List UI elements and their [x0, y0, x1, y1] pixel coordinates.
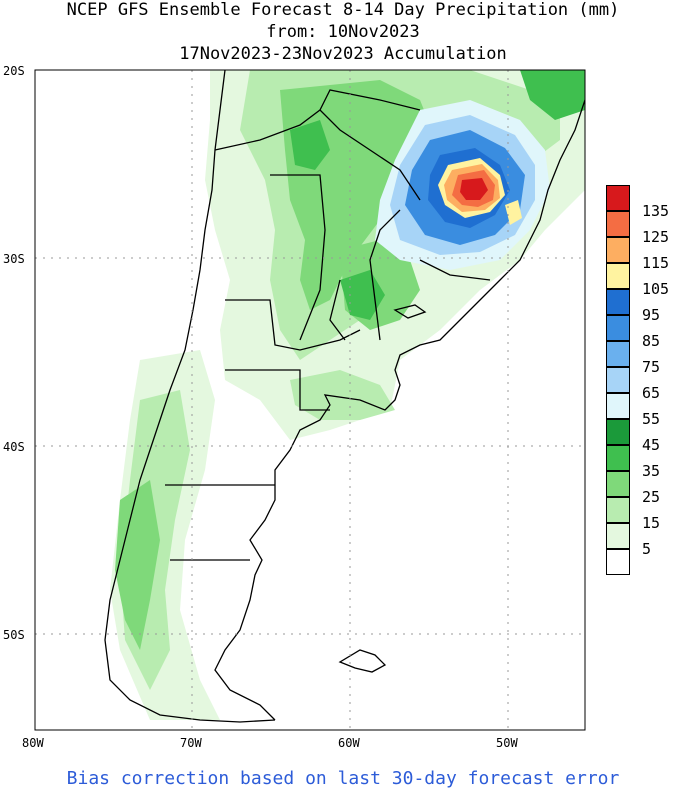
legend-swatch — [606, 497, 630, 523]
legend-swatch — [606, 419, 630, 445]
legend-swatch — [606, 185, 630, 211]
legend-label: 35 — [642, 462, 661, 480]
map-title-line3: 17Nov2023-23Nov2023 Accumulation — [179, 44, 507, 64]
legend-label: 105 — [642, 280, 670, 298]
lon-label-60w: 60W — [338, 736, 360, 750]
lat-label-50s: 50S — [3, 628, 25, 642]
map-title-line1: NCEP GFS Ensemble Forecast 8-14 Day Prec… — [66, 0, 620, 20]
legend-label: 55 — [642, 410, 661, 428]
legend-label: 125 — [642, 228, 670, 246]
legend-label: 115 — [642, 254, 670, 272]
legend-swatch — [606, 341, 630, 367]
map-frame — [34, 69, 586, 731]
lat-label-30s: 30S — [3, 252, 25, 266]
lon-label-70w: 70W — [180, 736, 202, 750]
legend-label: 15 — [642, 514, 661, 532]
lat-label-20s: 20S — [3, 64, 25, 78]
legend-swatch — [606, 367, 630, 393]
legend-swatch — [606, 523, 630, 549]
lon-label-50w: 50W — [496, 736, 518, 750]
precip-shading — [110, 70, 585, 720]
map-title-line2: from: 10Nov2023 — [266, 22, 420, 42]
legend-swatch — [606, 289, 630, 315]
legend-label: 95 — [642, 306, 661, 324]
legend-swatch — [606, 263, 630, 289]
legend-swatch — [606, 471, 630, 497]
legend-label: 75 — [642, 358, 661, 376]
legend-swatch — [606, 315, 630, 341]
legend-swatch — [606, 211, 630, 237]
legend-swatch — [606, 237, 630, 263]
legend-swatch — [606, 549, 630, 575]
lat-label-40s: 40S — [3, 440, 25, 454]
lon-label-80w: 80W — [22, 736, 44, 750]
legend-label: 135 — [642, 202, 670, 220]
coastlines — [104, 70, 585, 723]
legend-label: 45 — [642, 436, 661, 454]
legend-label: 25 — [642, 488, 661, 506]
legend-label: 5 — [642, 540, 652, 558]
bias-correction-note: Bias correction based on last 30-day for… — [66, 768, 620, 789]
legend-swatch — [606, 445, 630, 471]
legend-label: 85 — [642, 332, 661, 350]
legend-label: 65 — [642, 384, 661, 402]
legend-swatch — [606, 393, 630, 419]
